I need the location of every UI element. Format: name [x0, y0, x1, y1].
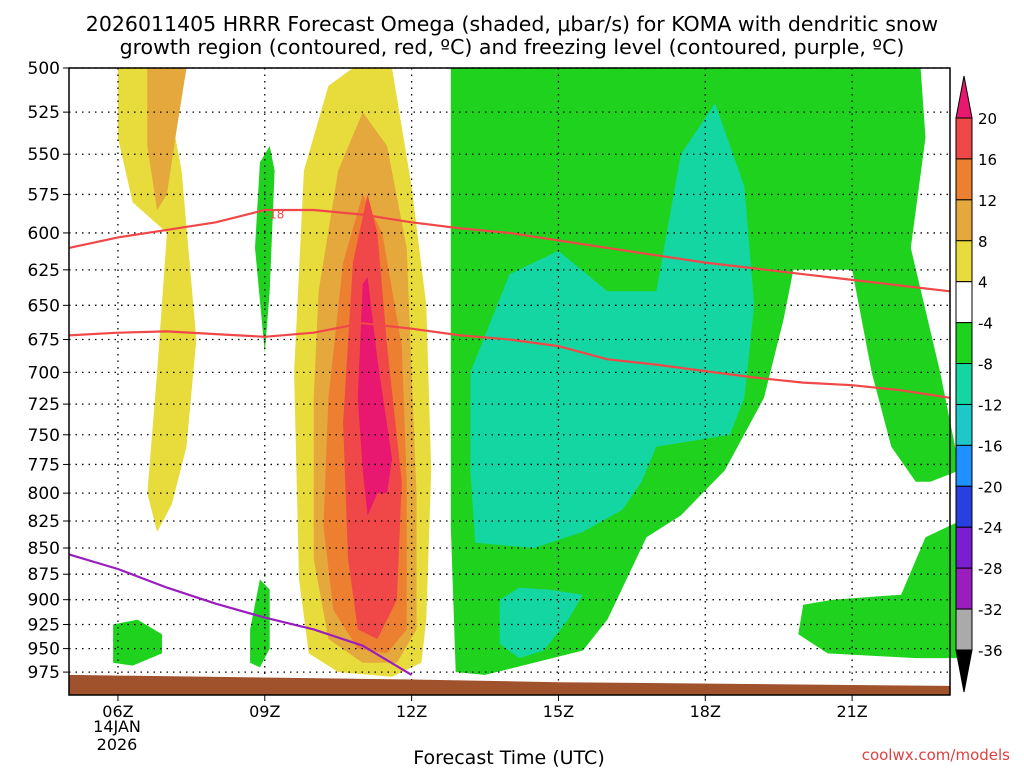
chart-title-line-2: growth region (contoured, red, ºC) and f… [120, 35, 905, 59]
colorbar-label: -8 [978, 356, 993, 374]
y-tick-label: 925 [28, 615, 60, 635]
colorbar-label: -36 [978, 642, 1003, 660]
colorbar: 20 16 12 8 4 -4 -8 -12 -16 -20 -24 -28 -32 -36 [955, 75, 1003, 693]
colorbar-box [955, 444, 973, 487]
colorbar-box [955, 117, 973, 160]
x-date-line-1: 14JAN [93, 717, 141, 736]
colorbar-box [955, 485, 973, 528]
colorbar-label: 12 [978, 192, 997, 210]
colorbar-box [955, 608, 973, 651]
omega-region-7 [255, 146, 275, 353]
omega-region-13 [499, 587, 583, 659]
y-tick-label: 675 [28, 330, 60, 350]
y-tick-label: 725 [28, 395, 60, 415]
colorbar-top-arrow [955, 75, 973, 119]
colorbar-label: -20 [978, 478, 1003, 496]
terrain [69, 674, 950, 695]
x-tick-label: 06Z [102, 702, 133, 721]
colorbar-box [955, 322, 973, 365]
y-tick-label: 900 [28, 591, 60, 611]
y-tick-label: 775 [28, 455, 60, 475]
x-tick-label: 21Z [836, 702, 867, 721]
colorbar-label: 4 [978, 274, 988, 292]
y-tick-label: 625 [28, 261, 60, 281]
y-tick-label: 575 [28, 185, 60, 205]
colorbar-box [955, 240, 973, 283]
colorbar-label: 20 [978, 110, 997, 128]
y-tick-label: 850 [28, 539, 60, 559]
colorbar-box [955, 199, 973, 242]
y-tick-label: 950 [28, 640, 60, 660]
colorbar-box [955, 158, 973, 201]
x-tick-label: 15Z [543, 702, 574, 721]
colorbar-label: -16 [978, 437, 1003, 455]
y-tick-label: 500 [28, 59, 60, 79]
y-tick-label: 975 [28, 663, 60, 683]
contours: -18 [68, 208, 951, 676]
colorbar-label: -24 [978, 519, 1003, 537]
x-tick-label: 09Z [249, 702, 280, 721]
dgz-contour-top [68, 208, 951, 293]
credit-text: coolwx.com/models [862, 746, 1010, 764]
y-tick-label: 550 [28, 145, 60, 165]
colorbar-bottom-arrow [955, 649, 973, 693]
plot-frame [68, 67, 951, 696]
freezing-level-contour [68, 553, 413, 676]
colorbar-label: -4 [978, 315, 993, 333]
x-tick-label: 12Z [396, 702, 427, 721]
grid-lines [69, 67, 950, 695]
omega-region-12 [470, 103, 755, 548]
colorbar-box [955, 526, 973, 569]
y-axis: 500 525 550 575 600 625 650 675 700 725 750 775 800 8… [28, 59, 69, 683]
colorbar-box [955, 567, 973, 610]
colorbar-label: 16 [978, 151, 997, 169]
x-tick-label: 18Z [690, 702, 721, 721]
x-axis: 06Z 09Z 12Z 15Z 18Z 21Z [102, 695, 868, 721]
x-date-line-2: 2026 [97, 735, 138, 754]
omega-region-0 [117, 68, 197, 532]
colorbar-label: -32 [978, 601, 1003, 619]
y-tick-label: 700 [28, 363, 60, 383]
omega-region-11 [798, 521, 960, 659]
chart-title-line-1: 2026011405 HRRR Forecast Omega (shaded, … [86, 12, 938, 36]
omega-region-8 [113, 619, 162, 666]
y-tick-label: 525 [28, 103, 60, 123]
colorbar-box [955, 403, 973, 446]
y-tick-label: 800 [28, 484, 60, 504]
omega-region-6 [357, 277, 392, 516]
colorbar-label: -12 [978, 396, 1003, 414]
colorbar-box [955, 363, 973, 405]
y-tick-label: 875 [28, 565, 60, 585]
y-tick-label: 750 [28, 426, 60, 446]
plot-area: -18 [68, 67, 960, 696]
x-axis-title: Forecast Time (UTC) [413, 747, 604, 768]
colorbar-label: 8 [978, 233, 988, 251]
colorbar-label: -28 [978, 560, 1003, 578]
omega-region-1 [147, 68, 187, 210]
y-tick-label: 600 [28, 224, 60, 244]
y-tick-label: 650 [28, 296, 60, 316]
y-tick-label: 825 [28, 512, 60, 532]
dgz-contour-label: -18 [265, 208, 285, 222]
colorbar-box [955, 281, 973, 324]
terrain-fill [69, 674, 950, 695]
dgz-contour-bottom [68, 322, 951, 399]
